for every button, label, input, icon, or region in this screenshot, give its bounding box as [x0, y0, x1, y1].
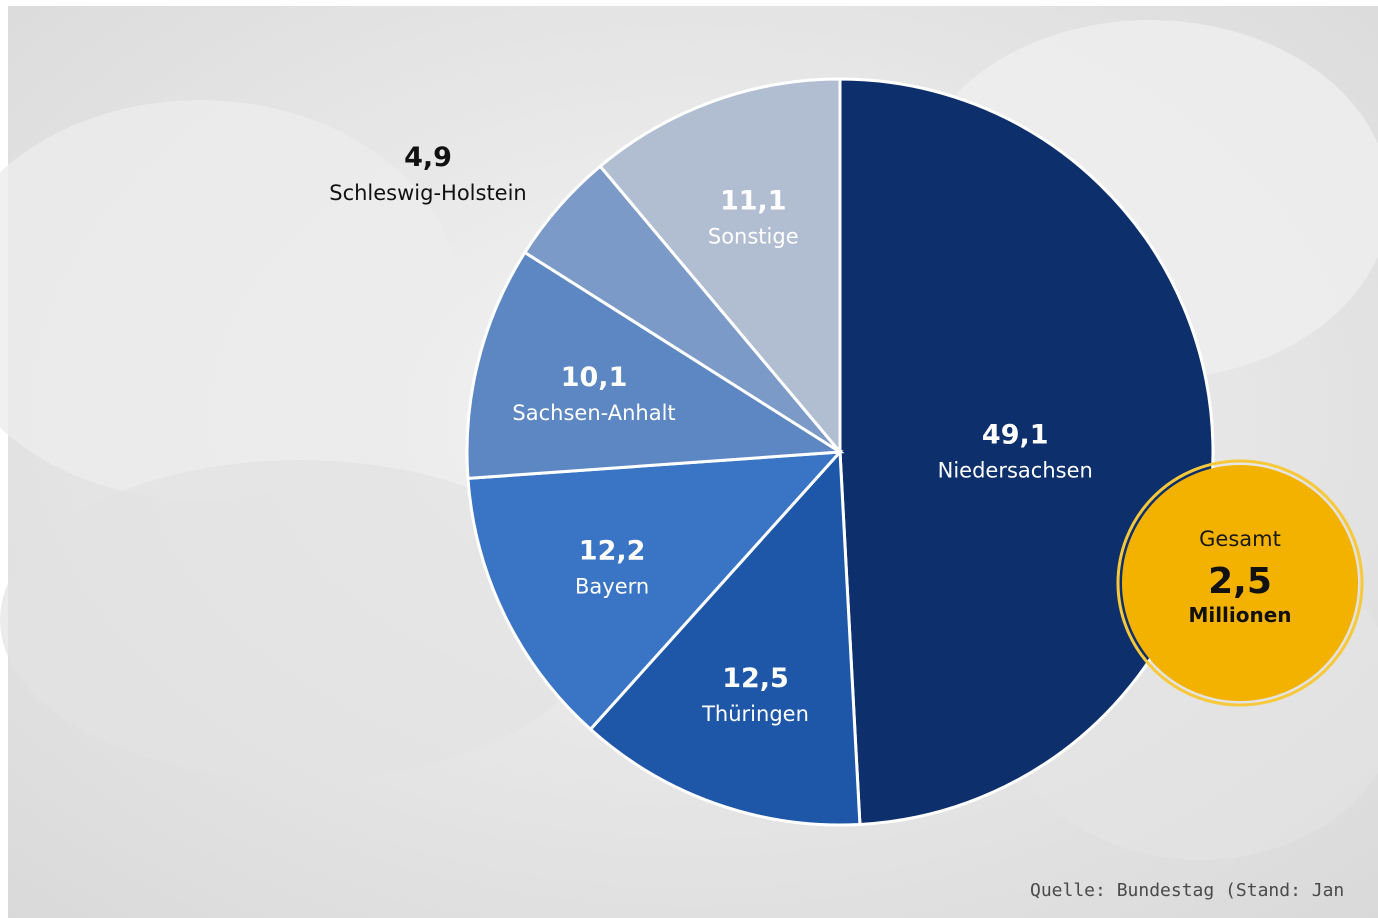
total-badge-value: 2,5 [1208, 561, 1272, 602]
slice-value-label: 11,1 [720, 186, 787, 217]
slice-value-label: 12,5 [722, 663, 789, 694]
slice-value-label: 10,1 [561, 362, 628, 393]
pie-slice [598, 77, 842, 457]
source-note: Quelle: Bundestag (Stand: Jan [1030, 880, 1345, 901]
total-badge-label: Gesamt [1199, 527, 1281, 551]
total-badge: Gesamt 2,5 Millionen [1116, 459, 1364, 707]
slice-name-label: Niedersachsen [938, 458, 1093, 482]
pie-slice [838, 77, 1215, 827]
pie-slice [465, 250, 845, 480]
slice-name-label: Sonstige [708, 225, 799, 249]
slice-value-label: 49,1 [982, 419, 1049, 450]
slice-value-label: 4,9 [404, 142, 452, 173]
pie-labels: 49,1 Niedersachsen 12,5 Thüringen 12,2 Bayern… [329, 142, 1093, 726]
total-badge-unit: Millionen [1188, 603, 1291, 627]
slice-name-label: Sachsen-Anhalt [512, 401, 675, 425]
slice-name-label: Bayern [575, 574, 649, 598]
total-badge-ring [1116, 459, 1364, 707]
slice-value-label: 12,2 [579, 535, 646, 566]
total-badge-circle [1122, 465, 1358, 701]
slice-name-label: Schleswig-Holstein [329, 181, 527, 205]
slice-name-label: Thüringen [701, 702, 809, 726]
pie-slices [465, 77, 1215, 827]
pie-slice [466, 450, 844, 732]
pie-slice [588, 448, 862, 827]
